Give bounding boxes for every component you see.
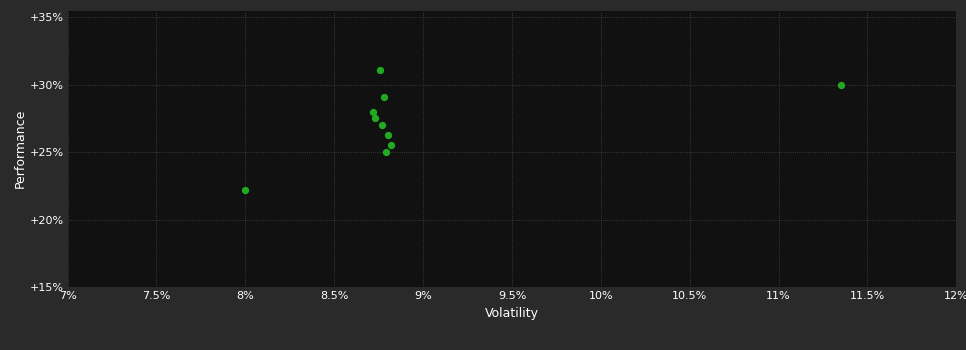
Point xyxy=(375,122,390,128)
Y-axis label: Performance: Performance xyxy=(14,109,26,188)
Point xyxy=(384,142,399,148)
Point xyxy=(378,149,393,155)
Point xyxy=(380,132,395,138)
Point xyxy=(377,94,392,100)
Point xyxy=(367,116,383,121)
Point xyxy=(833,82,848,88)
Point xyxy=(365,109,381,114)
Point xyxy=(238,187,253,193)
Point xyxy=(373,67,388,73)
X-axis label: Volatility: Volatility xyxy=(485,307,539,320)
